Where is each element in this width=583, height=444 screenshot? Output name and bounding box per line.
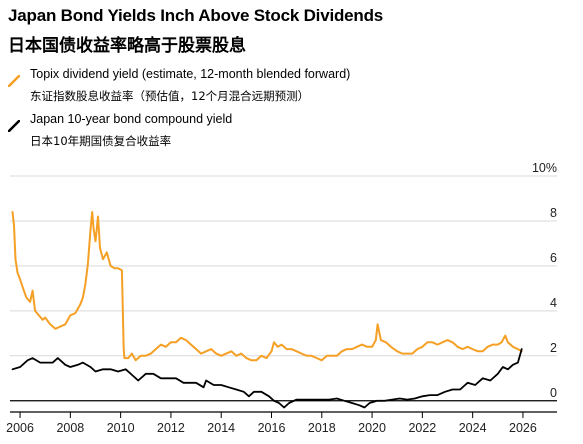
- legend-label-jgb: Japan 10-year bond compound yield: [30, 112, 233, 126]
- legend-label-topix-cn: 东证指数股息收益率（预估值，12个月混合远期预测）: [30, 89, 310, 103]
- legend-swatch-jgb: [8, 120, 20, 132]
- legend-label-topix: Topix dividend yield (estimate, 12-month…: [30, 67, 351, 81]
- x-tick-label-2010: 2010: [107, 421, 135, 435]
- x-tick-label-2020: 2020: [358, 421, 386, 435]
- x-tick-label-2024: 2024: [459, 421, 487, 435]
- legend-swatch-topix: [8, 75, 20, 87]
- series-line-jgb-10y-yield: [11, 348, 523, 409]
- x-tick-label-2014: 2014: [207, 421, 235, 435]
- y-tick-label-0: 0: [550, 386, 557, 400]
- y-tick-label-8: 8: [550, 206, 557, 220]
- x-tick-label-2008: 2008: [56, 421, 84, 435]
- x-tick-label-2016: 2016: [258, 421, 286, 435]
- x-tick-label-2026: 2026: [509, 421, 537, 435]
- legend-swatch-topix-stroke: [8, 75, 20, 87]
- y-tick-label-4: 4: [550, 296, 557, 310]
- y-tick-label-2: 2: [550, 341, 557, 355]
- x-tick-label-2018: 2018: [308, 421, 336, 435]
- y-unit-label: 10%: [532, 161, 557, 175]
- x-tick-label-2012: 2012: [157, 421, 185, 435]
- legend-swatch-jgb-stroke: [8, 120, 20, 132]
- legend-label-jgb-cn: 日本10年期国债复合收益率: [30, 134, 172, 148]
- x-tick-label-2006: 2006: [6, 421, 34, 435]
- chart-title: Japan Bond Yields Inch Above Stock Divid…: [8, 6, 384, 25]
- chart-subtitle: 日本国债收益率略高于股票股息: [8, 36, 246, 56]
- x-tick-label-2022: 2022: [408, 421, 436, 435]
- y-tick-label-6: 6: [550, 251, 557, 265]
- series-line-topix-dividend-yield: [11, 211, 523, 362]
